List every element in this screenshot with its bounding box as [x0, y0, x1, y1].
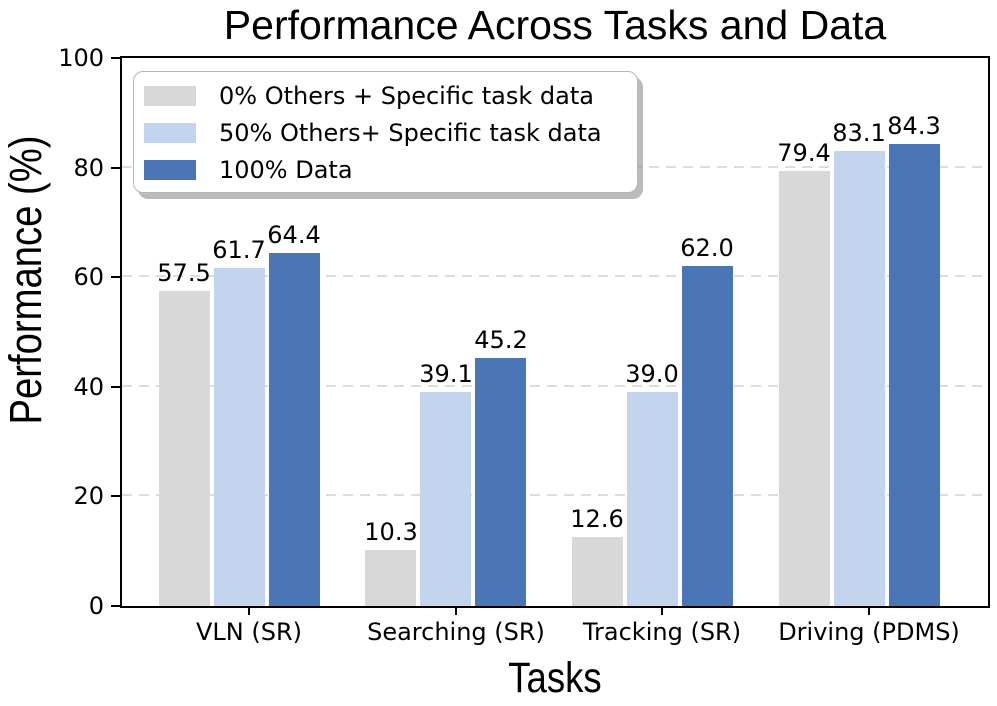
bar: [214, 268, 265, 606]
bar-value-label: 83.1: [832, 119, 886, 147]
x-tick-mark: [455, 608, 457, 615]
legend-row: 100% Data: [144, 151, 637, 188]
y-gridline: [122, 494, 988, 496]
bar-value-label: 84.3: [887, 112, 941, 140]
bar-value-label: 61.7: [212, 236, 266, 264]
legend-label: 100% Data: [219, 155, 353, 184]
y-tick-mark: [111, 276, 120, 278]
bar: [475, 358, 526, 606]
y-tick-mark: [111, 605, 120, 607]
x-tick-label: Driving (PDMS): [778, 618, 960, 646]
y-tick-label: 40: [73, 373, 104, 401]
bar: [682, 266, 733, 606]
bar: [627, 392, 678, 606]
y-tick-mark: [111, 495, 120, 497]
chart-title: Performance Across Tasks and Data: [223, 2, 887, 48]
legend-row: 50% Others+ Specific task data: [144, 114, 637, 151]
bar: [572, 537, 623, 606]
x-tick-mark: [868, 608, 870, 615]
bar-value-label: 62.0: [680, 234, 734, 262]
bar: [834, 151, 885, 606]
x-tick-label: Tracking (SR): [582, 618, 742, 646]
x-axis-label: Tasks: [508, 654, 602, 702]
bar: [269, 253, 320, 606]
x-tick-mark: [248, 608, 250, 615]
bar-value-label: 45.2: [474, 326, 528, 354]
bar: [420, 392, 471, 606]
x-tick-label: VLN (SR): [195, 618, 302, 646]
bar: [779, 171, 830, 606]
y-gridline: [122, 385, 988, 387]
legend-swatch: [144, 122, 196, 143]
legend-label: 0% Others + Specific task data: [219, 81, 594, 110]
y-tick-label: 100: [58, 44, 104, 72]
y-tick-mark: [111, 57, 120, 59]
legend-swatch: [144, 85, 196, 106]
bar-value-label: 39.0: [625, 360, 679, 388]
bar-value-label: 64.4: [267, 221, 321, 249]
bar: [365, 550, 416, 606]
plot-area: [120, 56, 990, 608]
bar-value-label: 39.1: [419, 360, 473, 388]
x-tick-label: Searching (SR): [367, 618, 545, 646]
legend-row: 0% Others + Specific task data: [144, 77, 637, 114]
legend-label: 50% Others+ Specific task data: [219, 118, 602, 147]
y-tick-mark: [111, 386, 120, 388]
bar-value-label: 10.3: [364, 518, 418, 546]
bar-value-label: 57.5: [157, 259, 211, 287]
y-tick-label: 20: [73, 482, 104, 510]
y-tick-label: 60: [73, 263, 104, 291]
x-tick-mark: [661, 608, 663, 615]
legend-swatch: [144, 159, 196, 180]
bar-value-label: 12.6: [570, 505, 624, 533]
bar-value-label: 79.4: [777, 139, 831, 167]
y-tick-label: 80: [73, 154, 104, 182]
bar: [889, 144, 940, 606]
y-gridline: [122, 275, 988, 277]
bar: [159, 291, 210, 606]
legend: 0% Others + Specific task data 50% Others…: [133, 71, 638, 193]
y-tick-label: 0: [88, 592, 104, 620]
y-tick-mark: [111, 167, 120, 169]
